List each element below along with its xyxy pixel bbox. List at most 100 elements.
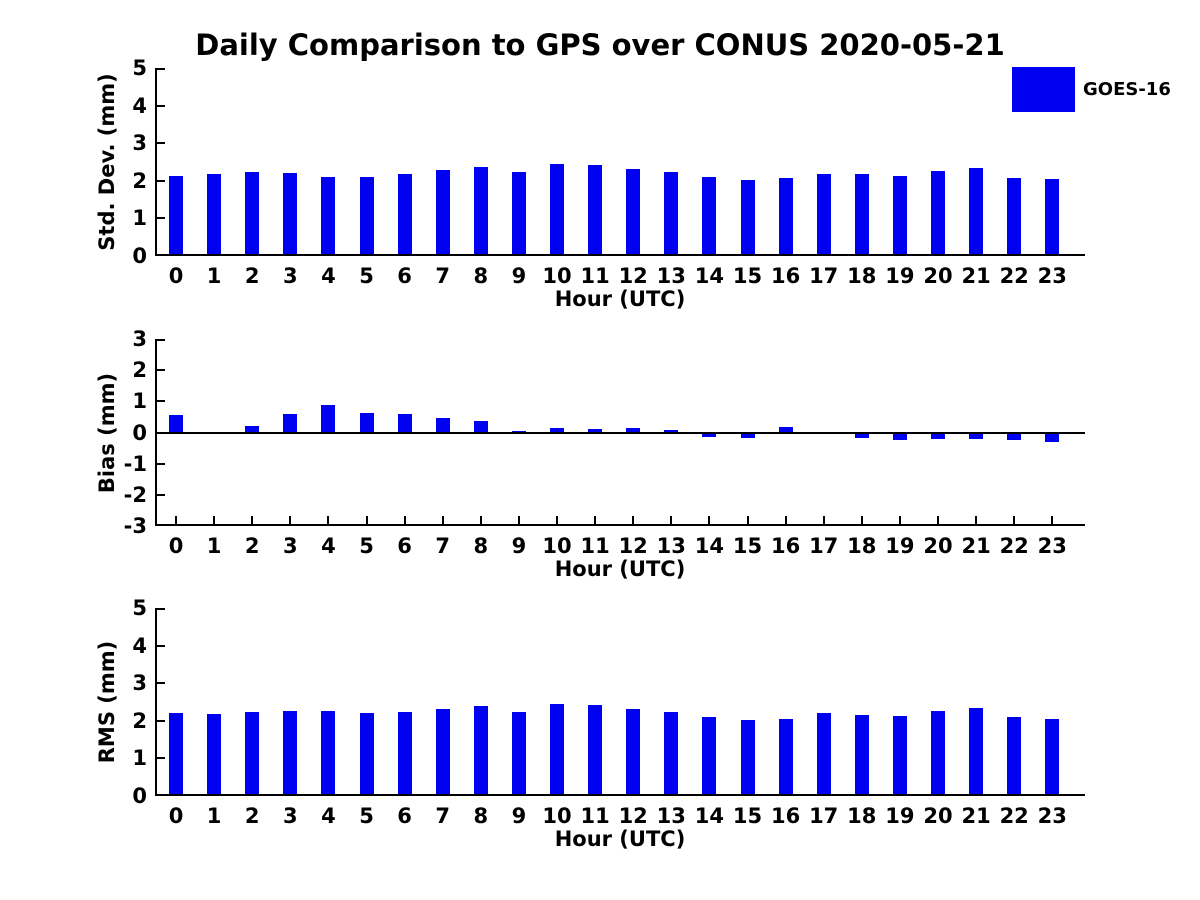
y-tick-label: 1 (132, 746, 147, 771)
y-tick-label: 0 (132, 244, 147, 268)
subplot-bias: Bias (mm) -3 -2 -1 0 1 2 3 0 1 2 3 4 5 6 7 8 9 10 11 12 13 14… (95, 327, 1085, 581)
bar-hour-2 (245, 172, 260, 256)
bar-hour-14 (702, 432, 717, 438)
bar-hour-13 (664, 711, 679, 796)
y-tick-label: 2 (132, 708, 147, 733)
bar-hour-3 (283, 710, 298, 796)
bar-hour-9 (511, 172, 526, 256)
bar-hour-19 (892, 176, 907, 256)
x-tick (975, 516, 978, 524)
x-tick-label: 20 (923, 534, 953, 558)
y-tick (157, 179, 165, 182)
bar-hour-12 (626, 708, 641, 796)
bar-hour-9 (511, 711, 526, 796)
y-tick-label: 4 (132, 633, 147, 658)
bar-hour-4 (321, 710, 336, 796)
bias-x-axis-label: Hour (UTC) (554, 557, 686, 581)
bar-hour-11 (588, 704, 603, 796)
x-tick (327, 516, 330, 524)
zero-line (155, 431, 1085, 434)
bar-hour-0 (169, 712, 183, 796)
bar-hour-23 (1045, 718, 1060, 796)
x-tick (479, 516, 482, 524)
x-tick-label: 1 (206, 534, 222, 558)
y-axis-spine (155, 608, 157, 796)
bar-hour-1 (207, 713, 222, 796)
x-tick (822, 516, 825, 524)
bar-hour-8 (473, 420, 488, 433)
x-tick-label: 0 (168, 534, 184, 558)
x-tick-label: 2 (244, 804, 260, 828)
rms-y-axis-label: RMS (mm) (95, 640, 119, 764)
x-tick-label: 21 (961, 804, 991, 828)
x-tick-label: 2 (244, 264, 260, 288)
x-tick-label: 1 (206, 804, 222, 828)
x-tick-label: 13 (656, 534, 686, 558)
bar-hour-7 (435, 708, 450, 796)
y-tick-label: 3 (132, 131, 147, 156)
x-tick-label: 18 (847, 264, 877, 288)
y-tick (157, 104, 165, 107)
bar-hour-13 (664, 429, 679, 433)
x-tick (594, 516, 597, 524)
x-tick-label: 6 (397, 804, 412, 828)
bar-hour-5 (359, 713, 374, 796)
x-tick-label: 20 (923, 264, 953, 288)
x-tick-label: 23 (1037, 534, 1067, 558)
bar-hour-18 (854, 714, 869, 796)
x-tick-label: 22 (999, 534, 1029, 558)
bar-hour-1 (207, 174, 222, 256)
x-tick (441, 516, 444, 524)
x-tick-label: 10 (542, 534, 572, 558)
bar-hour-15 (740, 180, 755, 256)
y-tick (157, 493, 165, 496)
x-tick-label: 6 (397, 264, 412, 288)
x-tick-label: 13 (656, 264, 686, 288)
bar-hour-7 (435, 418, 450, 433)
y-axis-spine (155, 68, 157, 256)
bar-hour-10 (550, 427, 564, 433)
x-tick (708, 516, 711, 524)
x-tick-label: 19 (885, 804, 915, 828)
x-tick (746, 516, 749, 524)
x-tick-label: 6 (397, 534, 412, 558)
y-tick (157, 644, 165, 647)
y-tick-label: 2 (132, 358, 147, 383)
bar-hour-17 (816, 174, 831, 256)
x-tick (213, 516, 216, 524)
x-tick-label: 21 (961, 264, 991, 288)
bar-hour-11 (588, 428, 603, 433)
bar-hour-0 (169, 176, 183, 256)
bar-hour-10 (550, 164, 564, 256)
y-tick-label: 3 (132, 327, 147, 351)
bar-hour-6 (397, 174, 412, 256)
x-tick-label: 11 (580, 264, 610, 288)
x-tick-label: 12 (618, 264, 648, 288)
bar-hour-5 (359, 177, 374, 256)
x-tick-label: 16 (770, 804, 801, 828)
bar-hour-0 (169, 414, 183, 433)
x-tick-label: 8 (473, 264, 489, 288)
x-tick-label: 15 (732, 534, 763, 558)
bar-hour-23 (1045, 179, 1060, 256)
x-tick-label: 20 (923, 804, 953, 828)
rms-x-axis-label: Hour (UTC) (554, 827, 686, 851)
x-tick (937, 516, 939, 524)
x-tick-label: 9 (511, 804, 527, 828)
x-tick-label: 7 (435, 264, 450, 288)
subplot-rms: RMS (mm) 0 1 2 3 4 5 0 1 2 3 4 5 6 7 8 9 10 11 12 13 14 15 16 1… (95, 596, 1085, 851)
x-tick-label: 14 (694, 534, 725, 558)
x-tick-label: 17 (809, 534, 839, 558)
subplot-std-dev: Std. Dev. (mm) 0 1 2 3 4 5 0 1 2 3 4 5 6 7 8 9 10 11 12 13 1… (95, 56, 1085, 311)
y-tick-label: -2 (123, 482, 147, 507)
x-tick-label: 18 (847, 804, 877, 828)
y-tick-label: 5 (132, 56, 147, 80)
y-tick (157, 719, 165, 722)
bar-hour-15 (740, 719, 755, 796)
x-tick (289, 516, 292, 524)
bar-hour-22 (1007, 717, 1022, 796)
std-dev-x-axis-label: Hour (UTC) (554, 287, 686, 311)
y-tick-label: 5 (132, 596, 147, 620)
x-tick-label: 14 (694, 264, 725, 288)
